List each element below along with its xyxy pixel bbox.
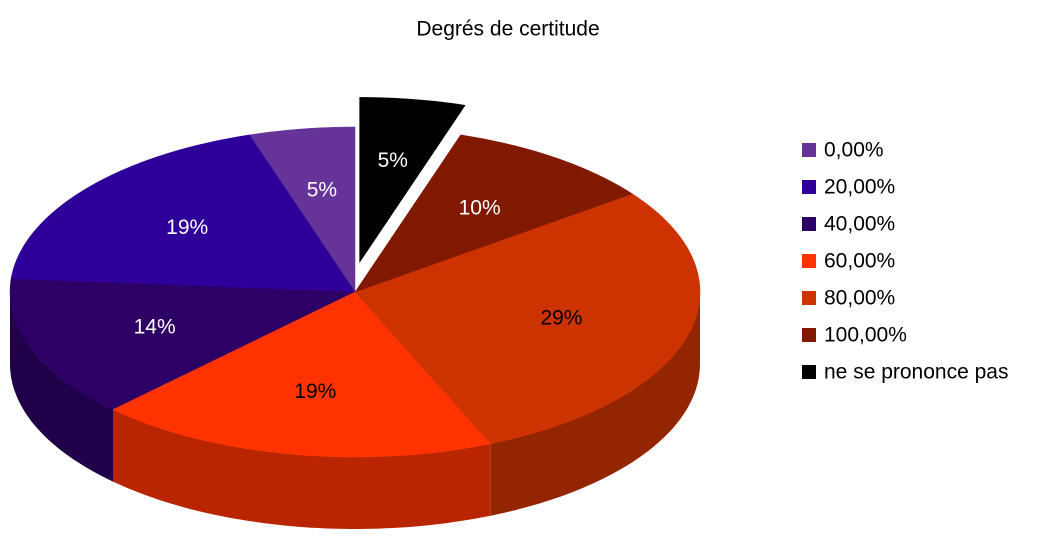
- chart-title: Degrés de certitude: [416, 18, 599, 41]
- slice: [354, 193, 701, 444]
- data-label: 19%: [294, 380, 336, 403]
- data-label: 19%: [166, 216, 208, 239]
- data-label: 10%: [459, 196, 501, 219]
- slice-side: [490, 292, 700, 516]
- legend-swatch: [802, 180, 816, 194]
- legend-swatch: [802, 217, 816, 231]
- legend-swatch: [802, 254, 816, 268]
- slice: [354, 134, 633, 293]
- legend-swatch: [802, 328, 816, 342]
- legend-swatch: [802, 365, 816, 379]
- legend-label: 40,00%: [824, 213, 895, 236]
- legend-label: 20,00%: [824, 176, 895, 199]
- data-label: 5%: [307, 178, 337, 201]
- slice-side: [10, 292, 113, 482]
- slice: [248, 126, 356, 293]
- data-label: 14%: [134, 315, 176, 338]
- legend-label: 100,00%: [824, 324, 907, 347]
- slice: [9, 278, 356, 410]
- legend-label: 80,00%: [824, 287, 895, 310]
- legend-label: ne se prononce pas: [824, 361, 1008, 384]
- data-label: 29%: [540, 306, 582, 329]
- slice: [359, 97, 466, 264]
- legend-label: 60,00%: [824, 250, 895, 273]
- legend-swatch: [802, 291, 816, 305]
- data-label: 5%: [378, 149, 408, 172]
- slice: [10, 134, 356, 293]
- slice-side: [113, 409, 491, 529]
- slice: [112, 291, 492, 458]
- legend-label: 0,00%: [824, 139, 884, 162]
- legend-swatch: [802, 143, 816, 157]
